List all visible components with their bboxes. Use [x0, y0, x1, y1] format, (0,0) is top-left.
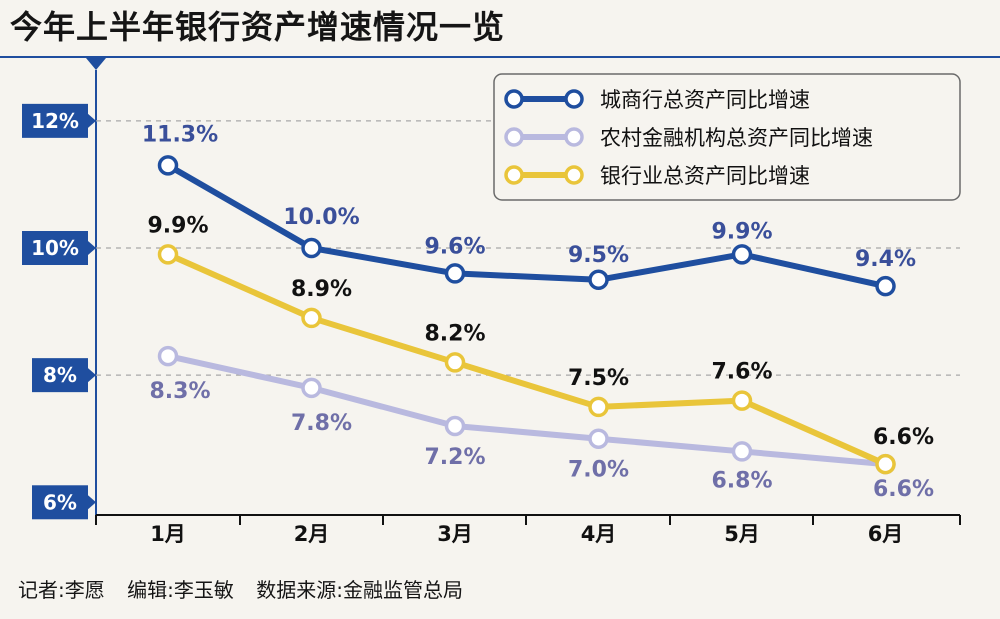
data-label: 11.3%	[142, 122, 218, 147]
data-point	[588, 428, 609, 449]
legend-marker	[564, 89, 584, 109]
data-point	[301, 307, 322, 329]
y-tick-label: 8%	[43, 363, 77, 387]
data-point	[875, 275, 896, 297]
series-2	[157, 244, 896, 475]
axis-pointer-icon	[86, 58, 106, 70]
data-label: 8.2%	[424, 321, 485, 346]
data-point	[588, 269, 609, 291]
data-point	[731, 244, 753, 265]
data-label: 9.5%	[568, 243, 629, 268]
data-label: 10.0%	[283, 205, 359, 230]
data-point	[444, 352, 466, 373]
legend-marker	[504, 165, 524, 185]
data-point	[731, 390, 753, 411]
data-label: 9.9%	[711, 219, 772, 244]
y-tick-label: 6%	[43, 490, 77, 514]
series-line	[165, 353, 889, 468]
data-point	[157, 244, 179, 265]
data-label: 7.5%	[568, 366, 629, 391]
y-tick-badge	[32, 358, 88, 393]
series-labels-0: 11.3% 10.0% 9.6% 9.5% 9.9% 9.4%	[142, 122, 916, 272]
y-tick-label: 10%	[31, 236, 79, 260]
series-labels-2: 9.9% 8.9% 8.2% 7.5% 7.6% 6.6%	[147, 213, 934, 450]
legend-marker	[504, 89, 524, 109]
x-tick-label: 5月	[724, 522, 760, 546]
series-0	[157, 155, 896, 297]
legend-item: 城商行总资产同比增速	[504, 88, 810, 112]
x-tick-label: 1月	[150, 522, 186, 546]
data-label: 9.9%	[147, 213, 208, 238]
data-point	[301, 377, 322, 399]
data-label: 7.8%	[291, 411, 352, 436]
x-tick-label: 2月	[294, 522, 330, 546]
legend-item: 农村金融机构总资产同比增速	[504, 126, 873, 150]
data-point	[444, 415, 466, 437]
x-tick-label: 6月	[868, 522, 904, 546]
y-tick: 10%	[22, 231, 96, 265]
data-label: 7.6%	[711, 360, 772, 385]
footer: 记者:李愿 编辑:李玉敏 数据来源:金融监管总局	[18, 574, 479, 603]
data-point	[157, 345, 179, 367]
y-tick-arrow-icon	[88, 495, 96, 510]
data-point	[875, 453, 896, 475]
y-tick-badge	[32, 485, 88, 520]
y-tick-badge	[22, 103, 88, 138]
chart-title: 今年上半年银行资产增速情况一览	[10, 8, 506, 46]
x-tick-label: 3月	[437, 522, 473, 546]
data-label: 7.0%	[568, 458, 629, 483]
y-tick: 12%	[22, 103, 96, 138]
data-point	[157, 155, 179, 176]
series-line	[165, 251, 889, 468]
legend-label: 银行业总资产同比增速	[600, 164, 810, 188]
data-label: 6.8%	[711, 468, 772, 493]
y-tick: 6%	[32, 485, 96, 520]
series-line	[165, 162, 889, 290]
y-tick: 8%	[32, 358, 96, 393]
footer-source: 数据来源:金融监管总局	[256, 578, 463, 602]
series-1	[157, 345, 896, 475]
x-tick-label: 4月	[581, 522, 617, 546]
y-tick-arrow-icon	[88, 241, 96, 255]
data-label: 7.2%	[424, 445, 485, 470]
data-label: 8.9%	[291, 277, 352, 302]
data-point	[731, 441, 753, 462]
legend-marker	[504, 127, 524, 147]
footer-editor: 编辑:李玉敏	[127, 578, 234, 602]
data-label: 6.6%	[873, 425, 934, 450]
data-label: 8.3%	[149, 379, 210, 404]
legend-marker	[564, 165, 584, 185]
y-tick-arrow-icon	[88, 368, 96, 383]
legend-label: 城商行总资产同比增速	[600, 88, 810, 112]
y-tick-arrow-icon	[88, 113, 96, 128]
footer-reporter: 记者:李愿	[18, 578, 105, 602]
legend-marker	[564, 127, 584, 147]
data-label: 6.6%	[873, 477, 934, 502]
legend-box	[493, 73, 961, 201]
series-labels-1: 8.3% 7.8% 7.2% 7.0% 6.8% 6.6%	[149, 379, 934, 502]
data-label: 9.4%	[855, 247, 916, 272]
y-tick-label: 12%	[31, 109, 79, 133]
legend-label: 农村金融机构总资产同比增速	[600, 126, 873, 150]
data-point	[588, 396, 609, 418]
y-tick-badge	[22, 231, 88, 265]
data-point	[444, 263, 466, 284]
legend-item: 银行业总资产同比增速	[504, 164, 810, 188]
data-label: 9.6%	[424, 234, 485, 259]
data-point	[301, 237, 322, 259]
